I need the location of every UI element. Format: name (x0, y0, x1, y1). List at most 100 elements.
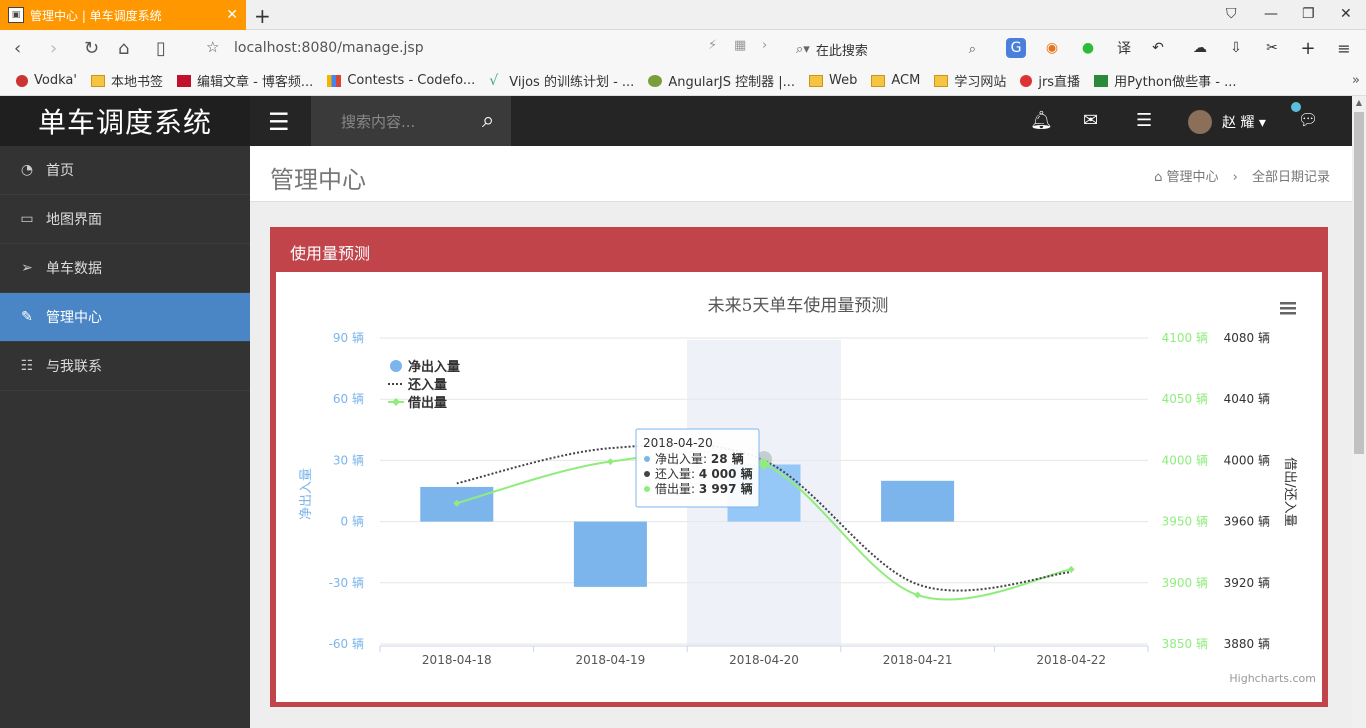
scissors-icon[interactable]: ✂ (1266, 40, 1278, 56)
search-engine-icon[interactable]: ⌕▾ (796, 41, 810, 57)
chart-legend[interactable]: 净出入量 还入量 借出量 (388, 359, 460, 411)
left-axis: 90 辆 60 辆 30 辆 0 辆 -30 辆 -60 辆 (329, 331, 364, 651)
middle-tick-label: 3950 辆 (1162, 515, 1208, 529)
bookmark-item[interactable]: 编辑文章 - 博客频... (176, 71, 314, 90)
tooltip-row: 借出量: 3 997 辆 (655, 481, 753, 496)
search-icon[interactable]: ⌕ (968, 41, 976, 57)
undo-icon[interactable]: ↶ (1152, 40, 1164, 56)
tab-close-icon[interactable]: ✕ (226, 7, 238, 23)
app-brand[interactable]: 单车调度系统 (0, 96, 250, 146)
sidebar: ◔ 首页 ▭ 地图界面 ➢ 单车数据 ✎ 管理中心 ☷ 与我联系 (0, 146, 250, 728)
browser-search-input[interactable]: ⌕▾ 在此搜索 ⌕ (796, 38, 986, 60)
bookmark-folder[interactable]: 学习网站 (934, 71, 1006, 90)
tooltip-box (635, 428, 760, 508)
scrollbar-thumb[interactable] (1354, 112, 1364, 454)
chevron-right-icon[interactable]: › (762, 38, 768, 53)
right-axis-title: 借出/还入量 (1282, 457, 1297, 526)
chart-credits[interactable]: Highcharts.com (1229, 672, 1316, 685)
list-icon: ☷ (20, 358, 34, 374)
bookmark-label: Contests - Codefo... (347, 73, 476, 88)
sidebar-item-home[interactable]: ◔ 首页 (0, 146, 250, 195)
bookmark-label: AngularJS 控制器 |... (668, 75, 795, 90)
caret-down-icon: ▾ (1258, 115, 1266, 131)
bookmark-item[interactable]: Vodka' (16, 73, 77, 88)
sidebar-item-label: 与我联系 (46, 359, 102, 375)
bookmark-label: jrs直播 (1038, 75, 1081, 90)
bookmark-folder[interactable]: 本地书签 (90, 71, 163, 90)
sidebar-item-label: 单车数据 (46, 261, 102, 277)
breadcrumb-current: 全部日期记录 (1251, 170, 1330, 185)
flash-icon[interactable]: ⚡ (708, 38, 718, 53)
legend-label[interactable]: 借出量 (407, 395, 447, 411)
favorite-star-icon[interactable]: ☆ (206, 38, 220, 56)
address-bar[interactable]: localhost:8080/manage.jsp (234, 40, 424, 56)
translate-ext-icon[interactable]: G (1006, 38, 1026, 58)
minimize-icon[interactable]: — (1264, 6, 1278, 22)
game-ext-icon[interactable]: ◉ (1045, 40, 1059, 56)
page-scrollbar[interactable]: ▲ (1352, 96, 1366, 728)
breadcrumb-link[interactable]: 管理中心 (1166, 170, 1219, 185)
sidebar-item-bike-data[interactable]: ➢ 单车数据 (0, 244, 250, 293)
bookmark-item[interactable]: 用Python做些事 - ... (1094, 71, 1236, 90)
tooltip-marker (644, 471, 650, 477)
bell-icon[interactable]: 🔔︎ (1030, 110, 1053, 131)
close-window-icon[interactable]: ✕ (1340, 6, 1352, 22)
legend-label[interactable]: 还入量 (407, 377, 447, 393)
cloud-icon[interactable]: ☁ (1193, 40, 1207, 56)
forward-icon[interactable]: › (50, 38, 58, 59)
tooltip-label: 净出入量 (655, 452, 703, 466)
bookmark-item[interactable]: √ Vijos 的训练计划 - ... (489, 71, 634, 91)
tab-menu-icon[interactable]: ⛉ (1226, 6, 1237, 22)
left-tick-label: -30 辆 (329, 576, 364, 590)
user-avatar[interactable] (1188, 110, 1212, 134)
legend-label[interactable]: 净出入量 (408, 359, 460, 375)
chat-icon[interactable]: 💬︎ (1298, 110, 1319, 129)
more-bookmarks-icon[interactable]: » (1352, 73, 1360, 88)
back-icon[interactable]: ‹ (14, 38, 22, 59)
panel-title: 使用量预测 (290, 244, 371, 263)
bookmark-label: 编辑文章 - 博客频... (196, 75, 314, 90)
tooltip-value: 28 辆 (711, 451, 744, 466)
page-header: 管理中心 ⌂ 管理中心 › 全部日期记录 (250, 146, 1352, 202)
hamburger-menu-icon[interactable]: ☰ (268, 108, 290, 136)
jrs-icon (1020, 74, 1033, 87)
left-tick-label: 90 辆 (333, 331, 364, 345)
sidebar-item-contact[interactable]: ☷ 与我联系 (0, 342, 250, 391)
page-favicon-icon: ▣ (8, 7, 24, 23)
codeforces-icon (327, 74, 342, 87)
tasks-icon[interactable]: ☰ (1136, 110, 1153, 131)
bookmark-folder[interactable]: ACM (871, 73, 920, 88)
tooltip-colon: : (691, 482, 699, 496)
left-axis-title: 净出入量 (299, 468, 314, 520)
app-search-input[interactable]: 搜索内容... (311, 96, 511, 146)
bookmark-item[interactable]: jrs直播 (1020, 71, 1080, 90)
sidebar-item-map[interactable]: ▭ 地图界面 (0, 195, 250, 244)
user-dropdown[interactable]: 赵 耀 ▾ (1222, 112, 1266, 132)
search-icon[interactable]: ⌕ (482, 108, 495, 133)
bookmark-item[interactable]: Contests - Codefo... (327, 73, 475, 88)
download-icon[interactable]: ⇩ (1230, 40, 1242, 56)
home-icon[interactable]: ⌂ (118, 38, 130, 59)
new-tab-icon[interactable]: + (254, 4, 271, 28)
menu-icon[interactable]: ≡ (1337, 38, 1351, 58)
reader-icon[interactable]: ▯ (156, 38, 166, 59)
qr-icon[interactable]: ▦ (734, 38, 747, 53)
series-markers[interactable] (453, 451, 1075, 599)
bookmark-label: ACM (891, 73, 921, 88)
wechat-ext-icon[interactable]: ● (1081, 40, 1095, 56)
envelope-icon[interactable]: ✉ (1083, 110, 1099, 131)
add-icon[interactable]: + (1300, 37, 1316, 59)
chart-menu-icon[interactable] (1280, 302, 1296, 315)
avatar-icon (16, 74, 28, 87)
reload-icon[interactable]: ↻ (84, 38, 100, 59)
scroll-up-icon[interactable]: ▲ (1355, 98, 1363, 107)
bookmark-item[interactable]: AngularJS 控制器 |... (648, 71, 795, 90)
translate-icon[interactable]: 译 (1117, 41, 1131, 57)
tooltip-value: 3 997 辆 (699, 481, 753, 496)
bookmark-folder[interactable]: Web (809, 73, 857, 88)
tooltip-date: 2018-04-20 (643, 436, 713, 450)
browser-tab[interactable]: ▣ 管理中心 | 单车调度系统 ✕ (0, 0, 246, 30)
restore-icon[interactable]: ❐ (1302, 6, 1315, 22)
sidebar-item-management[interactable]: ✎ 管理中心 (0, 293, 250, 342)
runoob-icon (648, 74, 663, 87)
